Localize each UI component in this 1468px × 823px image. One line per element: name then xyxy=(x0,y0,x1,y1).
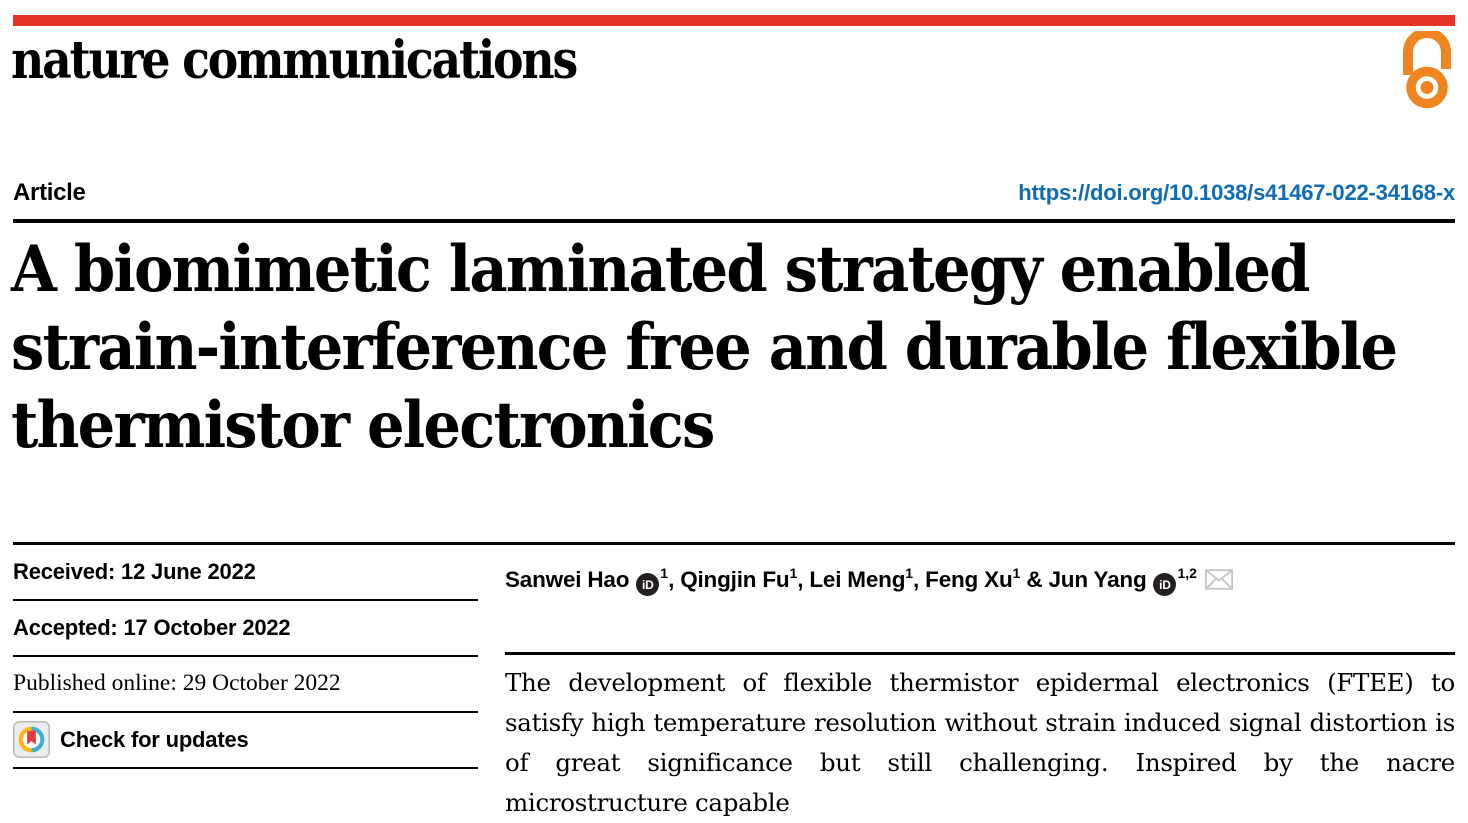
author-name: Sanwei Hao xyxy=(505,566,630,592)
journal-logo: nature communications xyxy=(11,30,578,91)
section-top-rule xyxy=(13,542,1455,545)
author-affiliation-sup: 1 xyxy=(1012,564,1021,581)
author-separator: , xyxy=(913,566,926,592)
author-name: Feng Xu xyxy=(925,566,1013,592)
accepted-date: Accepted: 17 October 2022 xyxy=(13,601,478,657)
author-affiliation-sup: 1 xyxy=(789,564,798,581)
abstract-top-rule xyxy=(505,652,1455,655)
doi-link[interactable]: https://doi.org/10.1038/s41467-022-34168… xyxy=(1018,180,1455,205)
email-icon[interactable] xyxy=(1204,568,1233,590)
orcid-icon[interactable]: iD xyxy=(1153,573,1177,596)
article-history-panel: Received: 12 June 2022 Accepted: 17 Octo… xyxy=(13,545,478,769)
check-for-updates-button[interactable]: Check for updates xyxy=(13,713,478,769)
header-rule xyxy=(13,219,1455,223)
abstract-text: The development of flexible thermistor e… xyxy=(505,667,1455,817)
authors-abstract-panel: Sanwei Hao iD1, Qingjin Fu1, Lei Meng1, F… xyxy=(505,545,1455,823)
received-date: Received: 12 June 2022 xyxy=(13,545,478,601)
brand-red-bar xyxy=(13,15,1455,26)
crossmark-icon xyxy=(13,721,50,758)
author-name: Lei Meng xyxy=(809,566,906,592)
author-separator: , xyxy=(797,566,810,592)
author-affiliation-sup: 1 xyxy=(905,564,914,581)
article-type-label: Article xyxy=(13,179,86,206)
page-title: A biomimetic laminated strategy enabled … xyxy=(11,232,1398,463)
author-affiliation-sup: 1,2 xyxy=(1177,564,1197,581)
author-separator: & xyxy=(1020,566,1049,592)
author-name: Jun Yang xyxy=(1048,566,1147,592)
orcid-icon[interactable]: iD xyxy=(636,573,660,596)
published-date: Published online: 29 October 2022 xyxy=(13,657,478,713)
open-access-icon xyxy=(1403,31,1451,109)
check-for-updates-label: Check for updates xyxy=(60,726,249,752)
author-affiliation-sup: 1 xyxy=(660,564,669,581)
authors-line: Sanwei Hao iD1, Qingjin Fu1, Lei Meng1, F… xyxy=(505,545,1455,596)
paper-first-page: { "masthead": { "journal": "nature commu… xyxy=(11,15,1456,817)
author-name: Qingjin Fu xyxy=(680,566,790,592)
author-separator: , xyxy=(668,566,681,592)
article-bar: Article https://doi.org/10.1038/s41467-0… xyxy=(13,179,1455,207)
